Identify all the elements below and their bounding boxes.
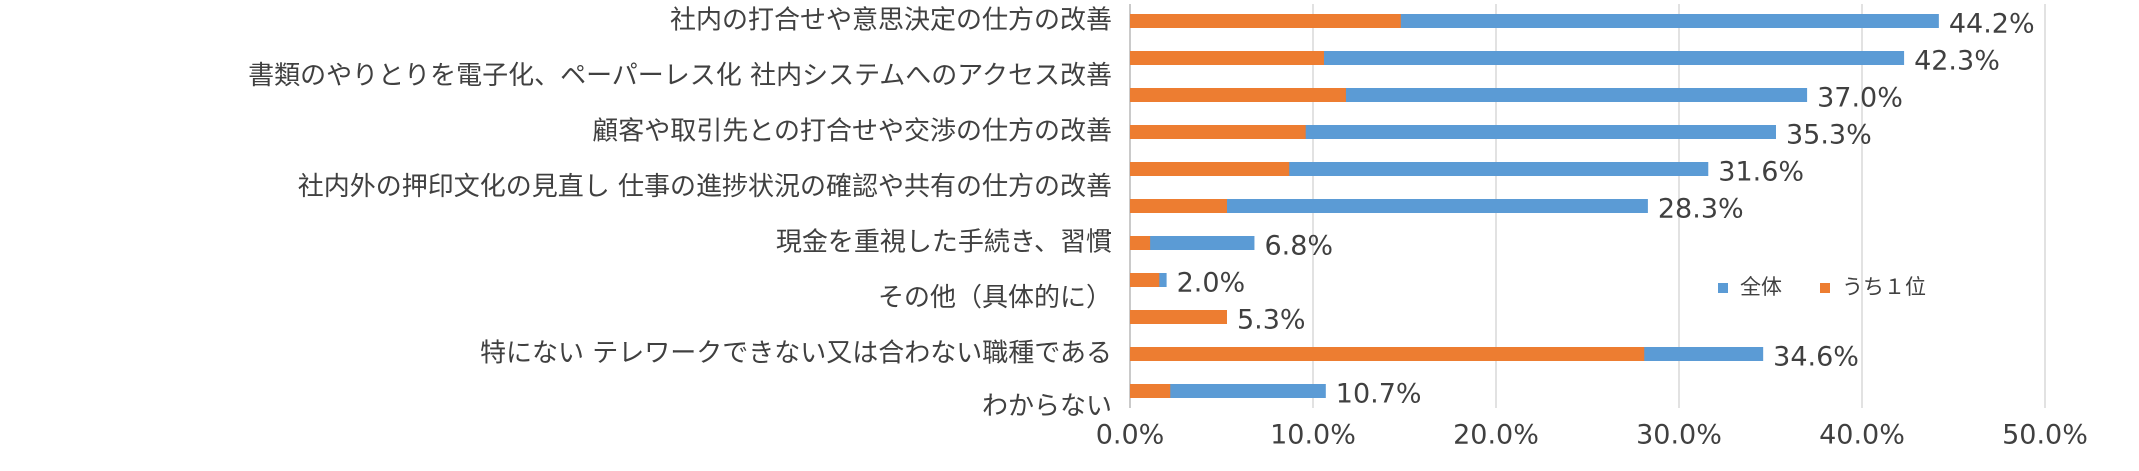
category-label: 現金を重視した手続き、習慣 [776,228,1112,258]
x-tick-label: 0.0% [1096,420,1165,451]
data-label: 28.3% [1658,194,1744,225]
category-label: 社内外の押印文化の見直し 仕事の進捗状況の確認や共有の仕方の改善 [298,172,1112,202]
legend-label: うち１位 [1842,275,1926,299]
bar [1130,236,1255,250]
bar [1130,384,1326,398]
data-label: 37.0% [1817,83,1903,114]
x-tick-label: 50.0% [2002,420,2088,451]
bar [1130,51,1324,65]
x-tick-label: 10.0% [1270,420,1356,451]
category-label: 社内の打合せや意思決定の仕方の改善 [670,6,1112,36]
bar [1130,14,1401,28]
data-label: 2.0% [1177,268,1246,299]
category-label: 顧客や取引先との打合せや交渉の仕方の改善 [592,117,1112,147]
category-label: その他（具体的に） [878,283,1112,313]
data-label: 34.6% [1773,342,1859,373]
legend-label: 全体 [1740,275,1782,299]
bar [1130,199,1648,213]
bar [1130,347,1645,361]
legend-swatch [1820,283,1830,293]
data-label: 42.3% [1914,46,2000,77]
x-tick-label: 40.0% [1819,420,1905,451]
legend-swatch [1718,283,1728,293]
x-tick-label: 20.0% [1453,420,1539,451]
bar [1130,273,1160,287]
bar [1130,384,1171,398]
bar [1130,310,1227,324]
category-label: 書類のやりとりを電子化、ペーパーレス化 社内システムへのアクセス改善 [248,61,1112,91]
bar [1130,199,1227,213]
x-tick-label: 30.0% [1636,420,1722,451]
data-label: 31.6% [1718,157,1804,188]
data-label: 5.3% [1237,305,1306,336]
category-label: わからない [982,392,1112,422]
data-label: 44.2% [1949,9,2035,40]
bar [1130,162,1290,176]
data-label: 6.8% [1264,231,1333,262]
bar [1130,236,1151,250]
bar [1130,88,1346,102]
data-label: 35.3% [1786,120,1872,151]
bar [1130,125,1306,139]
category-label: 特にない テレワークできない又は合わない職種である [480,339,1112,369]
data-label: 10.7% [1336,379,1422,410]
